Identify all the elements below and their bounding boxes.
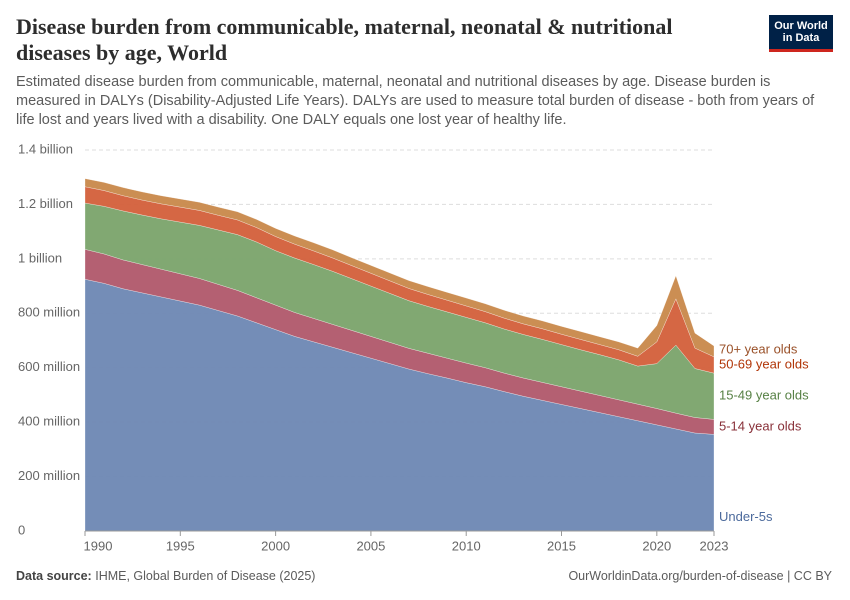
y-tick-label: 1.2 billion [18, 196, 73, 211]
x-tick-label: 1995 [166, 538, 195, 553]
series-label: 5-14 year olds [719, 418, 802, 433]
logo-text: Our World [774, 20, 828, 32]
area [84, 178, 715, 358]
logo-text: in Data [782, 32, 820, 44]
logo[interactable]: Our World in Data [769, 15, 833, 52]
x-tick-label: 2000 [261, 538, 290, 553]
x-tick-label: 2015 [547, 538, 576, 553]
x-tick-label: 2020 [642, 538, 671, 553]
y-tick-label: 600 million [18, 359, 80, 374]
y-tick-label: 1 billion [18, 250, 62, 265]
source-label: Data source: [16, 569, 92, 583]
y-tick-label: 200 million [18, 468, 80, 483]
x-tick-label: 2023 [700, 538, 729, 553]
series-label: 70+ year olds [719, 341, 798, 356]
y-tick-label: 800 million [18, 305, 80, 320]
x-tick-label: 2010 [452, 538, 481, 553]
series-label: 15-49 year olds [719, 388, 809, 403]
x-tick-label: 2005 [356, 538, 385, 553]
y-tick-label: 400 million [18, 414, 80, 429]
series-label: 50-69 year olds [719, 356, 809, 371]
series-label: Under-5s [719, 509, 773, 524]
source-text: IHME, Global Burden of Disease (2025) [95, 569, 316, 583]
chart-title: Disease burden from communicable, matern… [16, 14, 673, 65]
footer-link[interactable]: OurWorldinData.org/burden-of-disease | C… [568, 569, 832, 583]
y-tick-label: 0 [18, 522, 25, 537]
y-tick-label: 1.4 billion [18, 141, 73, 156]
chart-subtitle: Estimated disease burden from communicab… [16, 74, 815, 128]
x-tick-label: 1990 [84, 538, 113, 553]
source: Data source: IHME, Global Burden of Dise… [16, 569, 315, 583]
chart: 0 200 million 400 million 600 million 800 mi… [18, 141, 809, 553]
